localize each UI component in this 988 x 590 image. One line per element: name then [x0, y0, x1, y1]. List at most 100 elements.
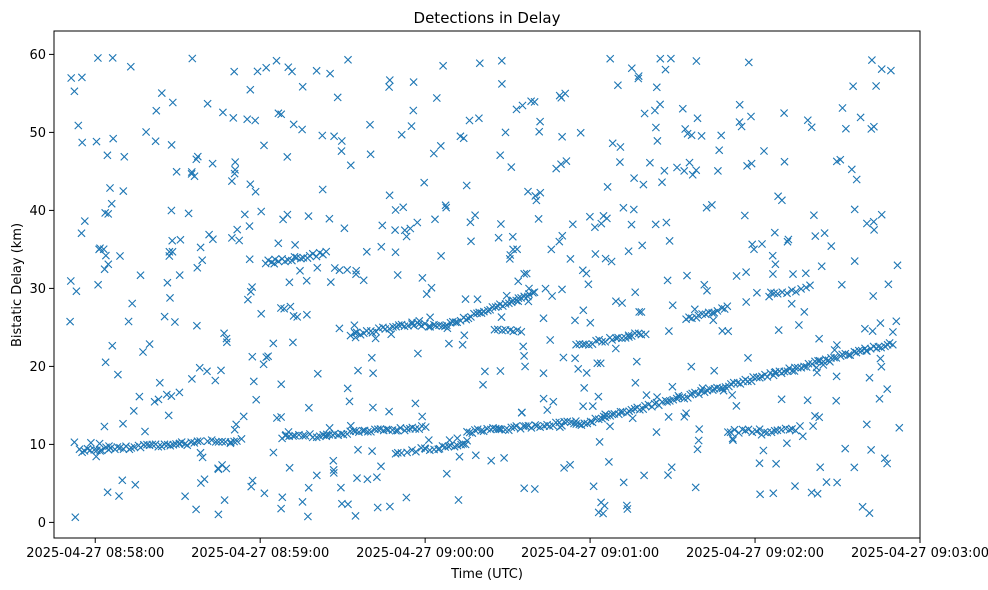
detection-point [172, 167, 181, 176]
detection-point [787, 286, 796, 295]
detection-point [218, 437, 227, 446]
detection-point [167, 392, 176, 401]
detection-point [304, 403, 313, 412]
detection-point [693, 114, 702, 123]
detection-point [260, 141, 268, 150]
detection-point [413, 349, 422, 358]
plot-frame [53, 30, 921, 539]
detection-point [385, 407, 394, 416]
detection-point [606, 422, 614, 431]
detection-point [820, 229, 829, 238]
detection-point [630, 174, 639, 183]
detection-point [576, 128, 585, 137]
detection-point [613, 81, 622, 90]
detection-point [662, 218, 671, 227]
detection-point [240, 210, 249, 219]
detection-point [97, 446, 106, 455]
detection-point [601, 254, 610, 263]
detection-point [760, 147, 768, 155]
detection-point [459, 134, 468, 143]
detection-point [187, 168, 196, 176]
detection-point [411, 424, 420, 433]
detection-point [580, 383, 589, 392]
detection-point [732, 401, 741, 410]
detection-point [813, 368, 821, 377]
detection-point [442, 203, 451, 212]
detection-point [442, 321, 451, 330]
detection-point [299, 431, 307, 440]
detection-point [489, 423, 497, 432]
detection-point [606, 54, 615, 63]
detection-point [218, 108, 227, 117]
detection-point [611, 297, 620, 306]
detection-point [607, 257, 616, 266]
detection-point [765, 292, 774, 301]
detection-point [475, 59, 484, 68]
detection-point [465, 428, 474, 437]
detection-point [802, 283, 811, 292]
detection-point [245, 222, 254, 231]
detection-point [803, 116, 812, 125]
detection-point [444, 339, 453, 348]
detection-point [249, 377, 258, 386]
detection-point [66, 317, 75, 326]
detection-point [551, 418, 560, 427]
detection-point [86, 438, 95, 447]
detection-point [750, 245, 758, 254]
detection-point [67, 74, 76, 82]
detection-point [184, 209, 193, 218]
detection-point [434, 445, 443, 454]
detection-point [196, 243, 205, 252]
detection-point [400, 226, 409, 235]
detection-point [301, 431, 310, 440]
detection-point [358, 426, 367, 435]
detection-point [520, 292, 529, 301]
detection-point [293, 312, 302, 321]
detection-point [151, 137, 160, 146]
detection-point [579, 402, 588, 411]
detection-point [694, 390, 703, 399]
detection-point [441, 201, 450, 210]
chart-title: Detections in Delay [414, 9, 561, 27]
detection-point [560, 463, 569, 472]
detection-point [512, 105, 521, 114]
detection-point [697, 131, 706, 140]
detection-point [393, 448, 402, 457]
detection-point [337, 147, 346, 156]
detection-point [713, 166, 722, 175]
detection-point [895, 423, 904, 432]
detection-point [344, 55, 352, 64]
detection-point [519, 342, 528, 351]
detection-point [192, 505, 201, 514]
y-axis-label: Bistatic Delay (km) [10, 223, 25, 347]
detection-point [560, 417, 569, 426]
detection-point [103, 488, 112, 497]
detection-point [431, 321, 440, 330]
detection-point [867, 445, 876, 454]
detection-point [838, 104, 847, 112]
detection-point [366, 427, 375, 436]
x-tick-label: 2025-04-27 09:01:00 [521, 546, 659, 561]
detection-point [336, 483, 345, 492]
detection-point [575, 340, 584, 348]
detection-point [181, 439, 189, 448]
detection-point [634, 74, 643, 83]
detection-point [691, 388, 699, 397]
detection-point [83, 444, 92, 453]
detection-point [521, 362, 530, 371]
detection-point [477, 426, 486, 435]
detection-point [196, 479, 205, 487]
detection-point [403, 448, 412, 457]
detection-point [604, 457, 613, 466]
detection-point [286, 302, 295, 311]
detection-point [784, 235, 793, 244]
detection-point [693, 445, 702, 454]
detection-point [656, 100, 665, 109]
detection-point [131, 480, 140, 489]
detection-point [886, 66, 895, 75]
detection-point [262, 353, 271, 362]
detection-point [312, 471, 321, 480]
detection-point [642, 391, 651, 400]
detection-point [865, 373, 874, 382]
detection-point [589, 482, 598, 491]
